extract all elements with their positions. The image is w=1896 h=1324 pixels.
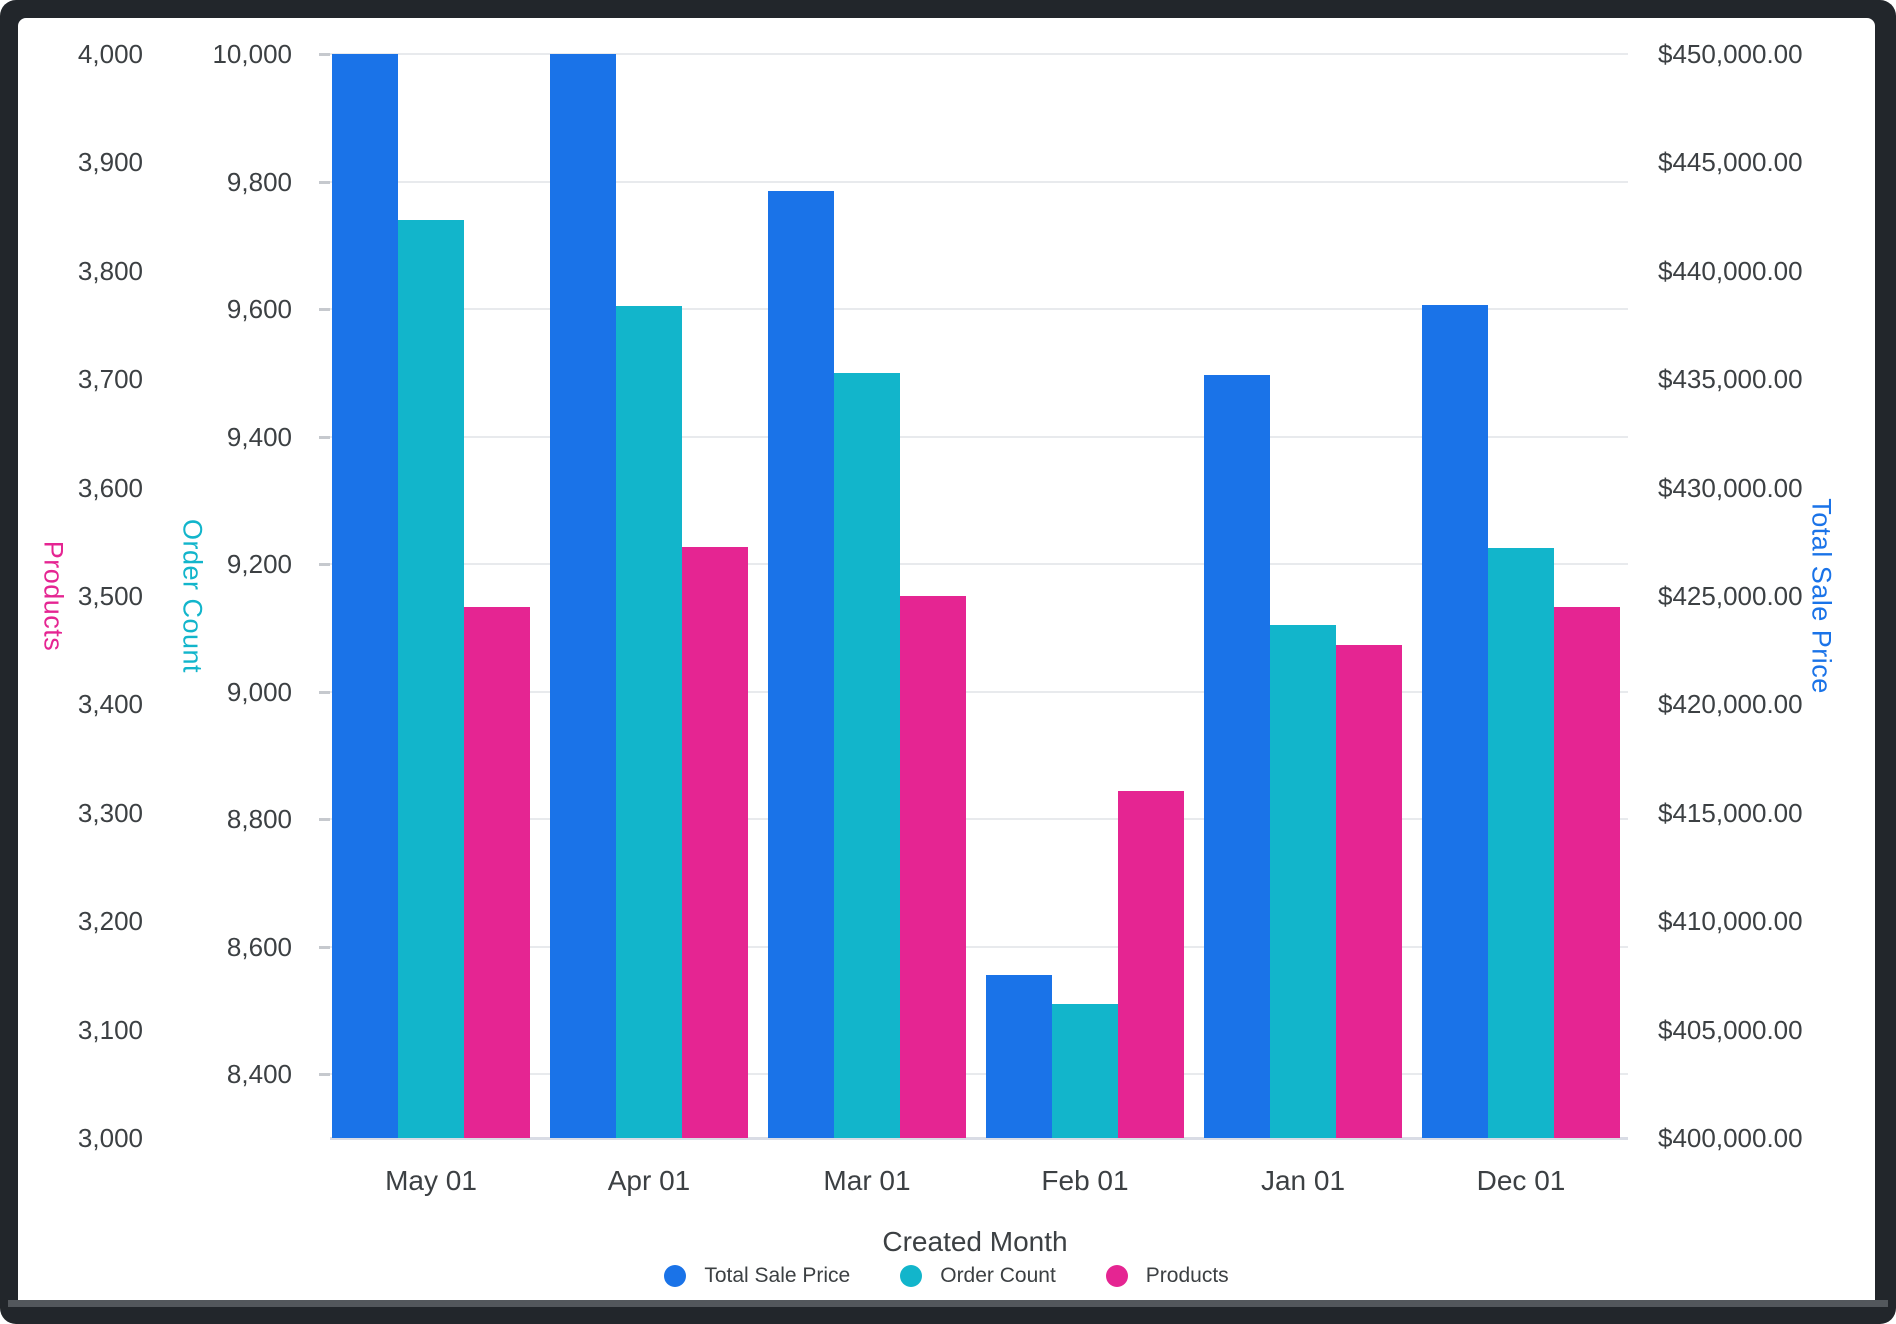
bar-products-apr-01[interactable]	[682, 547, 748, 1138]
order-count-tick-label: 9,200	[226, 549, 292, 579]
order-count-tick-mark	[319, 818, 330, 821]
legend-item-label: Total Sale Price	[704, 1264, 851, 1287]
products-tick-label: 3,800	[77, 256, 143, 286]
total-sale-price-tick-label: $435,000.00	[1658, 364, 1803, 394]
bar-total-sale-price-may-01[interactable]	[332, 54, 398, 1138]
bar-total-sale-price-dec-01[interactable]	[1422, 305, 1488, 1138]
products-tick-label: 3,100	[77, 1015, 143, 1045]
total-sale-price-tick-label: $415,000.00	[1658, 798, 1803, 828]
legend-dot-total-sale-price	[664, 1265, 687, 1287]
bar-total-sale-price-mar-01[interactable]	[768, 191, 834, 1138]
bar-order-count-dec-01[interactable]	[1488, 548, 1554, 1138]
total-sale-price-tick-label: $445,000.00	[1658, 147, 1803, 177]
products-tick-label: 3,500	[77, 581, 143, 611]
order-count-tick-label: 10,000	[212, 39, 292, 69]
total-sale-price-tick-label: $405,000.00	[1658, 1015, 1803, 1045]
bar-products-jan-01[interactable]	[1336, 645, 1402, 1138]
legend: Total Sale Price Order Count Products	[18, 1256, 1875, 1296]
bar-order-count-may-01[interactable]	[398, 220, 464, 1138]
order-count-tick-label: 8,800	[226, 804, 292, 834]
order-count-tick-mark	[319, 308, 330, 311]
bar-products-may-01[interactable]	[464, 607, 530, 1138]
products-tick-label: 3,400	[77, 689, 143, 719]
x-tick-label-jan-01: Jan 01	[1260, 1165, 1346, 1196]
gridline	[330, 436, 1628, 438]
legend-item-label: Products	[1145, 1264, 1229, 1287]
total-sale-price-tick-label: $420,000.00	[1658, 689, 1803, 719]
bar-products-feb-01[interactable]	[1118, 791, 1184, 1138]
products-tick-label: 3,000	[77, 1123, 143, 1153]
x-axis-title: Created Month	[882, 1226, 1068, 1257]
products-tick-label: 3,900	[77, 147, 143, 177]
bar-total-sale-price-apr-01[interactable]	[550, 54, 616, 1138]
gridline	[330, 818, 1628, 820]
order-count-tick-label: 9,400	[226, 422, 292, 452]
order-count-tick-mark	[319, 1073, 330, 1076]
products-tick-label: 4,000	[77, 39, 143, 69]
order-count-tick-mark	[319, 53, 330, 56]
order-count-tick-label: 9,600	[226, 294, 292, 324]
bar-total-sale-price-feb-01[interactable]	[986, 975, 1052, 1138]
order-count-tick-label: 8,600	[226, 932, 292, 962]
order-count-tick-label: 9,800	[226, 167, 292, 197]
bar-total-sale-price-jan-01[interactable]	[1204, 375, 1270, 1138]
x-tick-label-dec-01: Dec 01	[1476, 1165, 1566, 1196]
bar-order-count-apr-01[interactable]	[616, 306, 682, 1138]
bar-products-mar-01[interactable]	[900, 596, 966, 1138]
bar-order-count-mar-01[interactable]	[834, 373, 900, 1138]
gridline	[330, 563, 1628, 565]
axis-title-products: Products	[38, 540, 69, 652]
axis-title-total-sale-price: Total Sale Price	[1806, 498, 1837, 694]
total-sale-price-tick-label: $400,000.00	[1658, 1123, 1803, 1153]
products-tick-label: 3,300	[77, 798, 143, 828]
total-sale-price-tick-label: $425,000.00	[1658, 581, 1803, 611]
window-bottom-strip	[8, 1300, 1888, 1307]
order-count-tick-mark	[319, 691, 330, 694]
order-count-tick-mark	[319, 563, 330, 566]
axis-title-order-count: Order Count	[177, 518, 208, 674]
legend-dot-products	[1105, 1265, 1128, 1287]
products-tick-label: 3,600	[77, 473, 143, 503]
legend-item-products[interactable]: Products	[1105, 1264, 1229, 1287]
x-tick-label-feb-01: Feb 01	[1041, 1165, 1129, 1196]
bar-order-count-feb-01[interactable]	[1052, 1004, 1118, 1138]
legend-item-label: Order Count	[940, 1264, 1056, 1287]
total-sale-price-tick-label: $440,000.00	[1658, 256, 1803, 286]
gridline	[330, 946, 1628, 948]
order-count-tick-label: 9,000	[226, 677, 292, 707]
order-count-tick-label: 8,400	[226, 1059, 292, 1089]
x-tick-label-may-01: May 01	[385, 1165, 477, 1196]
x-tick-label-apr-01: Apr 01	[607, 1165, 691, 1196]
order-count-tick-mark	[319, 436, 330, 439]
products-tick-label: 3,200	[77, 906, 143, 936]
gridline	[330, 1073, 1628, 1075]
products-tick-label: 3,700	[77, 364, 143, 394]
legend-dot-order-count	[900, 1265, 923, 1287]
total-sale-price-tick-label: $410,000.00	[1658, 906, 1803, 936]
x-axis-line	[330, 1137, 1628, 1140]
gridline	[330, 181, 1628, 183]
legend-item-total-sale-price[interactable]: Total Sale Price	[664, 1265, 850, 1287]
gridline	[330, 53, 1628, 55]
legend-item-order-count[interactable]: Order Count	[900, 1265, 1056, 1287]
bar-order-count-jan-01[interactable]	[1270, 625, 1336, 1138]
gridline	[330, 308, 1628, 310]
order-count-tick-mark	[319, 181, 330, 184]
order-count-tick-mark	[319, 946, 330, 949]
bar-products-dec-01[interactable]	[1554, 607, 1620, 1138]
total-sale-price-tick-label: $430,000.00	[1658, 473, 1803, 503]
x-tick-label-mar-01: Mar 01	[823, 1165, 911, 1196]
gridline	[330, 691, 1628, 693]
total-sale-price-tick-label: $450,000.00	[1658, 39, 1803, 69]
